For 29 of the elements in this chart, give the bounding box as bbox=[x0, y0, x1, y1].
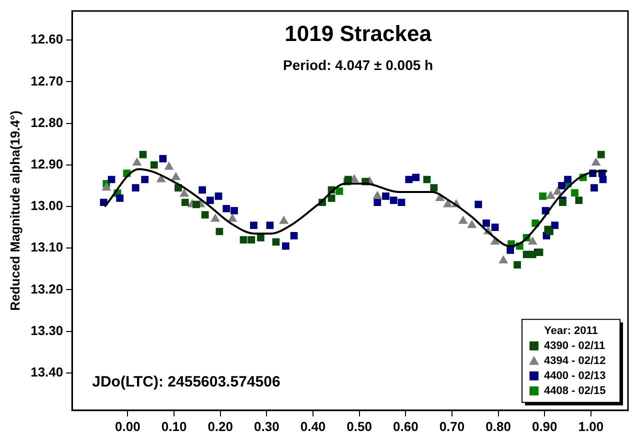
y-axis-title: Reduced Magnitude alpha(19.4°) bbox=[7, 110, 22, 311]
y-tick-label: 13.20 bbox=[30, 281, 64, 296]
x-tick-label: 0.90 bbox=[532, 418, 558, 434]
x-tick-label: 0.60 bbox=[392, 418, 418, 434]
y-tick-label: 12.70 bbox=[30, 73, 64, 88]
y-tick-label: 12.60 bbox=[30, 32, 64, 47]
x-tick-label: 0.00 bbox=[115, 418, 140, 434]
x-tick-label: 1.00 bbox=[578, 418, 604, 434]
x-tick-label: 0.80 bbox=[486, 418, 511, 434]
x-tick-label: 0.30 bbox=[254, 418, 280, 434]
legend-title: Year: 2011 bbox=[544, 324, 598, 337]
text: 1019 Strackea bbox=[284, 21, 432, 46]
y-tick-label: 13.00 bbox=[30, 198, 64, 214]
y-tick-label: 13.30 bbox=[30, 322, 64, 338]
x-tick-label: 0.20 bbox=[208, 418, 234, 434]
annotation: JDo(LTC): 2455603.574506 bbox=[92, 374, 280, 391]
legend-label: 4400 - 02/13 bbox=[544, 370, 606, 382]
y-tick-label: 12.80 bbox=[30, 114, 64, 130]
legend-label: 4408 - 02/15 bbox=[544, 384, 606, 397]
legend-label: 4390 - 02/11 bbox=[544, 340, 606, 352]
y-tick-label: 13.40 bbox=[30, 364, 64, 380]
x-tick-label: 0.40 bbox=[300, 418, 326, 434]
legend-label: 4394 - 02/12 bbox=[544, 354, 606, 367]
x-tick-label: 0.50 bbox=[346, 418, 372, 434]
x-tick-label: 0.10 bbox=[161, 418, 187, 434]
y-tick-label: 12.90 bbox=[30, 156, 64, 172]
y-tick-label: 13.10 bbox=[30, 240, 64, 255]
text: Period: 4.047 ± 0.005 h bbox=[283, 56, 434, 73]
x-tick-label: 0.70 bbox=[439, 418, 465, 434]
